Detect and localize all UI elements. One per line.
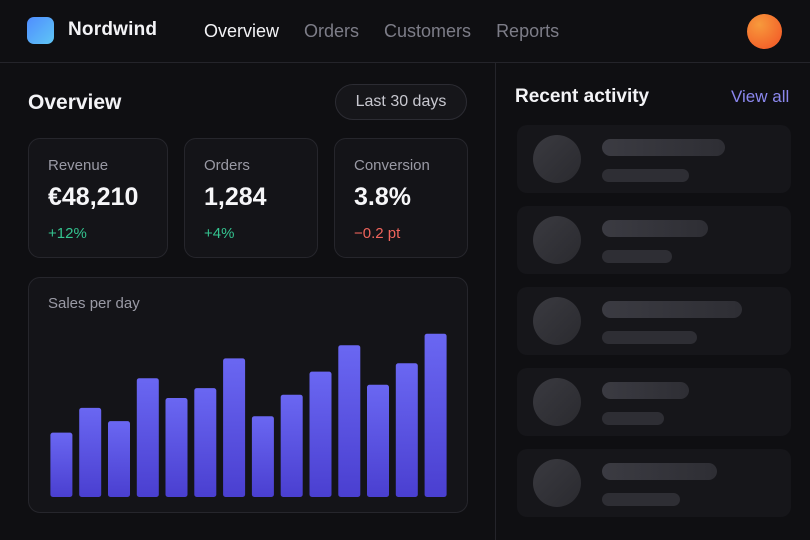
activity-title-placeholder xyxy=(602,220,708,237)
activity-avatar-placeholder xyxy=(533,297,581,345)
kpi-value: 1,284 xyxy=(204,183,267,211)
chart-bar xyxy=(50,432,73,497)
nav-item-reports[interactable]: Reports xyxy=(496,21,560,41)
activity-title-placeholder xyxy=(602,139,725,156)
activity-subtitle-placeholder xyxy=(602,493,680,506)
chart-bar xyxy=(309,371,332,497)
sales-chart-card: Sales per day xyxy=(28,277,468,513)
activity-item[interactable] xyxy=(517,287,791,355)
nav-item-orders[interactable]: Orders xyxy=(304,21,360,41)
nav-item-overview[interactable]: Overview xyxy=(204,21,280,41)
kpi-delta: +12% xyxy=(48,225,87,242)
activity-avatar-placeholder xyxy=(533,378,581,426)
chart-bar xyxy=(338,345,361,497)
nav-item-customers[interactable]: Customers xyxy=(384,21,472,41)
chart-bar xyxy=(395,363,418,497)
activity-subtitle-placeholder xyxy=(602,412,664,425)
logo-icon xyxy=(27,17,54,44)
activity-subtitle-placeholder xyxy=(602,331,697,344)
kpi-card-revenue: Revenue €48,210 +12% xyxy=(28,138,168,258)
kpi-delta: +4% xyxy=(204,225,235,242)
chart-bar xyxy=(424,333,447,497)
chart-bar xyxy=(79,407,102,497)
view-all-link[interactable]: View all xyxy=(731,87,790,106)
top-navigation-bar: Nordwind Overview Orders Customers Repor… xyxy=(0,0,810,63)
activity-item[interactable] xyxy=(517,368,791,436)
chart-bar xyxy=(194,388,217,497)
kpi-card-conversion: Conversion 3.8% −0.2 pt xyxy=(334,138,468,258)
activity-title-placeholder xyxy=(602,463,717,480)
date-range-button[interactable]: Last 30 days xyxy=(335,84,467,120)
activity-title-placeholder xyxy=(602,382,689,399)
chart-title: Sales per day xyxy=(48,295,140,312)
activity-title-placeholder xyxy=(602,301,742,318)
user-avatar[interactable] xyxy=(747,14,782,49)
chart-bar xyxy=(280,394,303,497)
activity-item[interactable] xyxy=(517,125,791,193)
chart-bar xyxy=(108,421,130,497)
chart-bar xyxy=(367,384,389,497)
brand-name: Nordwind xyxy=(68,19,158,40)
activity-subtitle-placeholder xyxy=(602,169,689,182)
kpi-card-orders: Orders 1,284 +4% xyxy=(184,138,318,258)
activity-item[interactable] xyxy=(517,449,791,517)
activity-item[interactable] xyxy=(517,206,791,274)
main-nav: Overview Orders Customers Reports xyxy=(204,21,584,42)
kpi-label: Conversion xyxy=(354,157,430,174)
chart-bar xyxy=(165,398,188,497)
kpi-value: 3.8% xyxy=(354,183,411,211)
activity-avatar-placeholder xyxy=(533,135,581,183)
kpi-value: €48,210 xyxy=(48,183,139,211)
activity-avatar-placeholder xyxy=(533,459,581,507)
chart-bar xyxy=(136,378,159,497)
panel-divider xyxy=(495,63,496,540)
kpi-label: Revenue xyxy=(48,157,109,174)
sales-bar-chart xyxy=(50,333,447,497)
kpi-delta: −0.2 pt xyxy=(354,225,401,242)
activity-avatar-placeholder xyxy=(533,216,581,264)
chart-bar xyxy=(251,416,274,497)
chart-bar xyxy=(223,358,246,497)
activity-title: Recent activity xyxy=(515,86,650,107)
page-title: Overview xyxy=(28,91,122,114)
kpi-label: Orders xyxy=(204,157,250,174)
activity-subtitle-placeholder xyxy=(602,250,672,263)
